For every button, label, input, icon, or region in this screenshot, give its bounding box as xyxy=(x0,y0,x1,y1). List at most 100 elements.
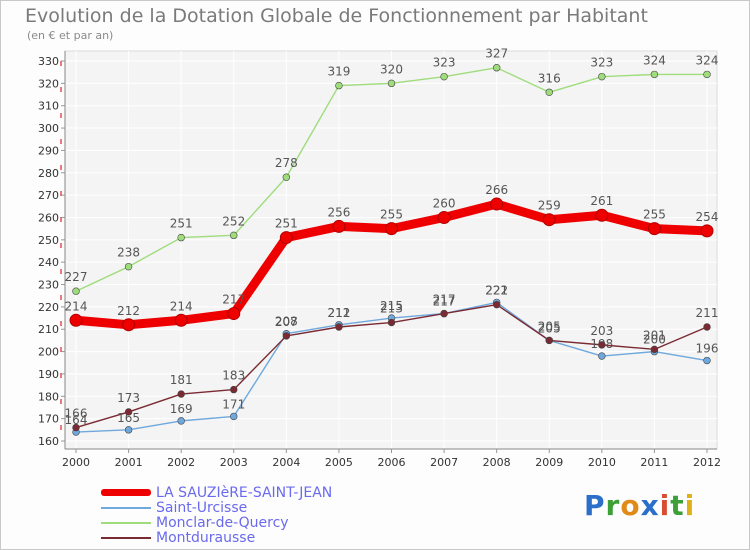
y-tick-label: 200 xyxy=(38,346,59,359)
data-label-la-sauzi-re-saint-jean: 255 xyxy=(380,208,403,222)
data-label-monclar-de-quercy: 324 xyxy=(643,53,666,67)
data-label-saint-urcisse: 169 xyxy=(170,402,193,416)
data-label-montdurausse: 221 xyxy=(485,284,508,298)
data-label-monclar-de-quercy: 320 xyxy=(380,62,403,76)
data-point-la-sauzi-re-saint-jean xyxy=(279,231,293,245)
data-label-montdurausse: 183 xyxy=(222,369,245,383)
x-tick-label: 2004 xyxy=(272,456,300,469)
y-tick-label: 210 xyxy=(38,323,59,336)
y-tick-label: 310 xyxy=(38,100,59,113)
data-point-montdurausse xyxy=(598,341,606,349)
data-label-la-sauzi-re-saint-jean: 254 xyxy=(696,210,719,224)
y-tick-label: 240 xyxy=(38,256,59,269)
data-point-montdurausse xyxy=(335,323,343,331)
data-label-saint-urcisse: 212 xyxy=(327,306,350,320)
data-point-saint-urcisse xyxy=(703,356,711,365)
chart-subtitle: (en € et par an) xyxy=(27,29,114,42)
legend-swatch-monclar xyxy=(101,522,151,524)
data-point-la-sauzi-re-saint-jean xyxy=(647,222,661,236)
data-label-la-sauzi-re-saint-jean: 260 xyxy=(433,196,456,210)
data-point-montdurausse xyxy=(492,300,501,309)
y-tick-label: 160 xyxy=(38,435,59,448)
x-tick-label: 2007 xyxy=(430,456,458,469)
data-point-montdurausse xyxy=(72,423,80,432)
data-point-la-sauzi-re-saint-jean xyxy=(332,219,346,233)
data-point-saint-urcisse xyxy=(230,412,238,421)
y-tick-label: 320 xyxy=(38,77,59,90)
data-point-saint-urcisse xyxy=(177,417,185,425)
data-label-la-sauzi-re-saint-jean: 255 xyxy=(643,208,666,222)
data-label-monclar-de-quercy: 278 xyxy=(275,156,298,170)
data-point-monclar-de-quercy xyxy=(598,72,606,81)
chart-title: Evolution de la Dotation Globale de Fonc… xyxy=(25,5,648,27)
y-tick-label: 230 xyxy=(38,279,59,292)
data-label-saint-urcisse: 208 xyxy=(275,315,298,329)
legend-label: Montdurausse xyxy=(156,530,256,546)
data-point-monclar-de-quercy xyxy=(230,231,238,240)
data-point-saint-urcisse xyxy=(598,352,606,360)
x-tick-label: 2006 xyxy=(378,456,406,469)
data-label-saint-urcisse: 222 xyxy=(485,283,508,297)
data-point-montdurausse xyxy=(703,323,711,331)
data-label-montdurausse: 205 xyxy=(538,319,561,333)
y-tick-label: 290 xyxy=(38,144,59,157)
y-tick-label: 250 xyxy=(38,234,59,247)
y-tick-label: 270 xyxy=(38,189,59,202)
data-label-la-sauzi-re-saint-jean: 266 xyxy=(485,183,508,197)
data-label-montdurausse: 213 xyxy=(380,302,403,316)
x-tick-label: 2003 xyxy=(220,456,248,469)
data-point-la-sauzi-re-saint-jean xyxy=(227,307,241,321)
data-label-la-sauzi-re-saint-jean: 217 xyxy=(222,293,245,307)
data-label-la-sauzi-re-saint-jean: 261 xyxy=(590,194,613,208)
data-label-montdurausse: 211 xyxy=(327,306,350,320)
data-point-la-sauzi-re-saint-jean xyxy=(69,313,83,327)
y-tick-label: 280 xyxy=(38,167,59,180)
y-tick-label: 220 xyxy=(38,301,59,314)
data-label-monclar-de-quercy: 327 xyxy=(485,47,508,61)
data-point-saint-urcisse xyxy=(124,426,133,434)
y-tick-label: 330 xyxy=(38,55,59,68)
data-label-monclar-de-quercy: 238 xyxy=(117,246,140,260)
legend-swatch-saint-urcisse xyxy=(101,507,151,509)
data-point-montdurausse xyxy=(545,336,553,345)
data-point-monclar-de-quercy xyxy=(282,173,291,181)
proxiti-logo: Proxiti xyxy=(584,489,696,522)
data-point-la-sauzi-re-saint-jean xyxy=(490,197,504,211)
data-point-montdurausse xyxy=(177,390,185,398)
x-tick-label: 2011 xyxy=(640,456,668,469)
data-point-monclar-de-quercy xyxy=(124,262,133,271)
data-label-la-sauzi-re-saint-jean: 214 xyxy=(170,299,193,313)
data-point-la-sauzi-re-saint-jean xyxy=(174,313,188,327)
y-tick-label: 300 xyxy=(38,122,59,135)
data-label-montdurausse: 207 xyxy=(275,315,298,329)
data-point-monclar-de-quercy xyxy=(545,88,553,96)
data-label-saint-urcisse: 165 xyxy=(117,411,140,425)
data-label-monclar-de-quercy: 323 xyxy=(590,56,613,70)
legend-label: Saint-Urcisse xyxy=(156,500,248,516)
data-label-saint-urcisse: 196 xyxy=(696,342,719,356)
data-label-monclar-de-quercy: 323 xyxy=(433,56,456,70)
data-point-monclar-de-quercy xyxy=(177,233,185,242)
data-point-montdurausse xyxy=(230,385,238,394)
data-label-la-sauzi-re-saint-jean: 256 xyxy=(327,205,350,219)
data-label-monclar-de-quercy: 324 xyxy=(696,53,719,67)
data-point-la-sauzi-re-saint-jean xyxy=(700,224,714,238)
data-label-saint-urcisse: 171 xyxy=(222,397,245,411)
data-label-monclar-de-quercy: 227 xyxy=(65,270,88,284)
data-label-montdurausse: 203 xyxy=(590,324,613,338)
x-tick-label: 2010 xyxy=(588,456,616,469)
data-label-monclar-de-quercy: 251 xyxy=(170,217,193,231)
data-label-saint-urcisse: 164 xyxy=(65,413,88,427)
data-label-montdurausse: 201 xyxy=(643,328,666,342)
data-label-la-sauzi-re-saint-jean: 259 xyxy=(538,199,561,213)
x-tick-label: 2001 xyxy=(115,456,143,469)
data-label-monclar-de-quercy: 319 xyxy=(327,65,350,79)
data-label-saint-urcisse: 215 xyxy=(380,299,403,313)
data-label-montdurausse: 217 xyxy=(433,293,456,307)
data-point-monclar-de-quercy xyxy=(492,64,501,72)
data-label-la-sauzi-re-saint-jean: 212 xyxy=(117,304,140,318)
data-label-montdurausse: 166 xyxy=(65,407,88,421)
data-point-la-sauzi-re-saint-jean xyxy=(385,222,398,236)
x-tick-label: 2000 xyxy=(62,456,90,469)
x-tick-label: 2002 xyxy=(167,456,195,469)
